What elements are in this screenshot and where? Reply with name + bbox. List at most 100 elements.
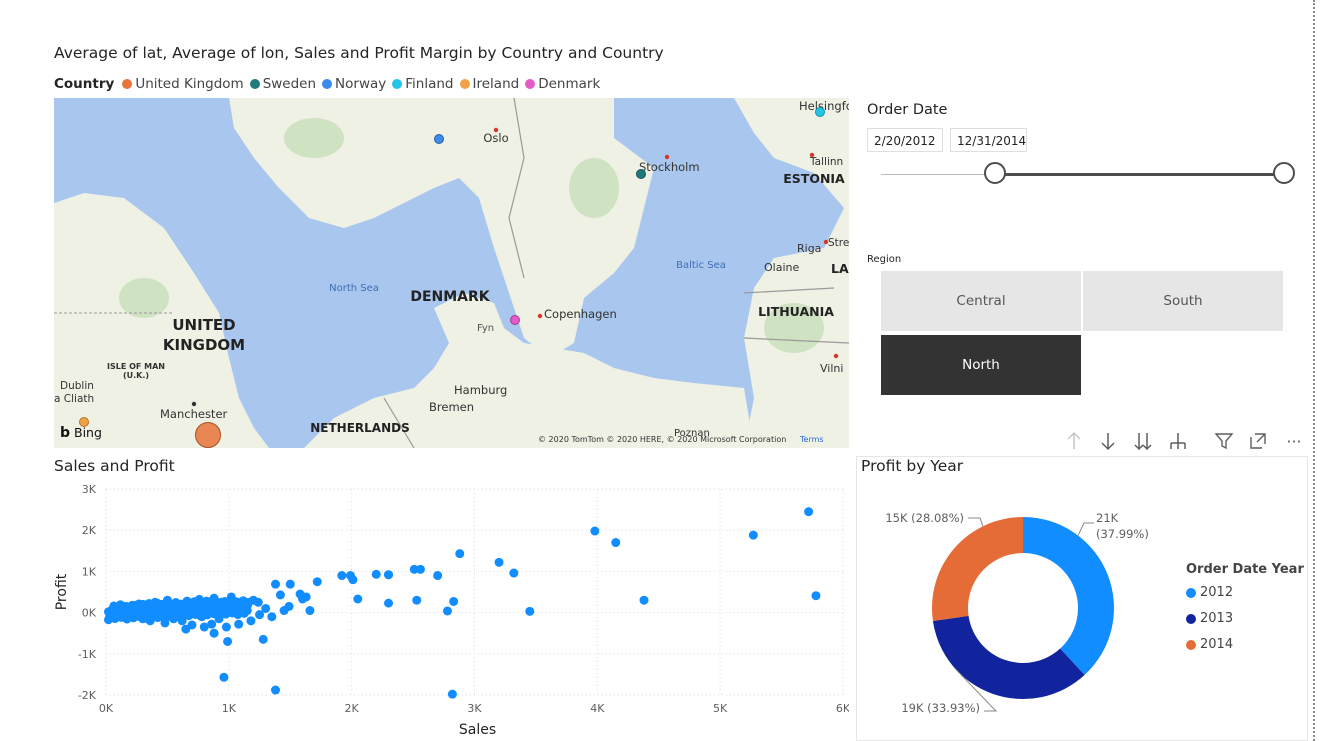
- scatter-point[interactable]: [160, 618, 170, 628]
- scatter-point[interactable]: [116, 610, 126, 620]
- donut-legend-item-2012[interactable]: 2012: [1186, 585, 1233, 600]
- scatter-point[interactable]: [590, 526, 600, 536]
- scatter-point[interactable]: [123, 613, 133, 623]
- scatter-point[interactable]: [194, 594, 204, 604]
- scatter-point[interactable]: [202, 596, 212, 606]
- scatter-point[interactable]: [219, 672, 229, 682]
- scatter-point[interactable]: [275, 590, 285, 600]
- scatter-point[interactable]: [209, 593, 219, 603]
- slider-handle-end[interactable]: [1273, 162, 1295, 184]
- scatter-point[interactable]: [384, 570, 394, 580]
- scatter-point[interactable]: [525, 606, 535, 616]
- scatter-point[interactable]: [285, 579, 295, 589]
- scatter-point[interactable]: [447, 689, 457, 699]
- double-arrow-down-icon[interactable]: [1133, 430, 1153, 452]
- scatter-point[interactable]: [132, 609, 142, 619]
- scatter-point[interactable]: [804, 507, 814, 517]
- legend-item-ireland[interactable]: Ireland: [459, 76, 519, 92]
- scatter-point[interactable]: [298, 594, 308, 604]
- donut-legend-item-2014[interactable]: 2014: [1186, 637, 1233, 652]
- filter-icon[interactable]: [1214, 430, 1234, 452]
- bubble-denmark[interactable]: [510, 315, 520, 325]
- bubble-finland[interactable]: [815, 107, 825, 117]
- scatter-point[interactable]: [384, 598, 394, 608]
- scatter-point[interactable]: [748, 530, 758, 540]
- bubble-united-kingdom[interactable]: [195, 422, 221, 448]
- scatter-point[interactable]: [253, 597, 263, 607]
- scatter-point[interactable]: [433, 571, 443, 581]
- scatter-point[interactable]: [138, 614, 148, 624]
- scatter-point[interactable]: [145, 616, 155, 626]
- scatter-point[interactable]: [144, 603, 154, 613]
- arrow-down-icon[interactable]: [1098, 430, 1118, 452]
- scatter-point[interactable]: [221, 622, 231, 632]
- bubble-sweden[interactable]: [636, 169, 646, 179]
- scatter-point[interactable]: [455, 549, 465, 559]
- scatter-point[interactable]: [223, 636, 233, 646]
- scatter-point[interactable]: [371, 569, 381, 579]
- map-canvas[interactable]: UNITED KINGDOM DENMARK ESTONIA LITHUANIA…: [54, 98, 849, 448]
- start-date-input[interactable]: 2/20/2012: [867, 128, 943, 152]
- slider-handle-start[interactable]: [984, 162, 1006, 184]
- map-terms-link[interactable]: Terms: [799, 435, 824, 444]
- scatter-point[interactable]: [216, 597, 226, 607]
- scatter-point[interactable]: [305, 606, 315, 616]
- scatter-point[interactable]: [353, 594, 363, 604]
- scatter-point[interactable]: [234, 619, 244, 629]
- scatter-point[interactable]: [205, 608, 215, 618]
- scatter-point[interactable]: [181, 624, 191, 634]
- scatter-point[interactable]: [267, 612, 277, 622]
- scatter-point[interactable]: [226, 592, 236, 602]
- scatter-point[interactable]: [509, 568, 519, 578]
- scatter-point[interactable]: [348, 575, 358, 585]
- end-date-input[interactable]: 12/31/2014: [950, 128, 1027, 152]
- scatter-point[interactable]: [412, 595, 422, 605]
- legend-item-denmark[interactable]: Denmark: [525, 76, 600, 92]
- scatter-point[interactable]: [449, 596, 459, 606]
- bubble-ireland[interactable]: [79, 417, 89, 427]
- legend-item-united-kingdom[interactable]: United Kingdom: [122, 76, 244, 92]
- scatter-point[interactable]: [156, 606, 166, 616]
- more-options-icon[interactable]: ···: [1286, 431, 1302, 451]
- scatter-point[interactable]: [108, 609, 118, 619]
- scatter-point[interactable]: [169, 601, 179, 611]
- expand-hierarchy-icon[interactable]: [1168, 430, 1188, 452]
- region-tile-south[interactable]: South: [1083, 271, 1283, 331]
- scatter-point[interactable]: [611, 538, 621, 548]
- region-tile-central[interactable]: Central: [881, 271, 1081, 331]
- scatter-point[interactable]: [246, 616, 256, 626]
- scatter-point[interactable]: [255, 610, 265, 620]
- scatter-point[interactable]: [415, 564, 425, 574]
- bubble-norway[interactable]: [434, 134, 444, 144]
- donut-slice-2013[interactable]: [932, 615, 1085, 699]
- scatter-point[interactable]: [230, 608, 240, 618]
- scatter-point[interactable]: [181, 606, 191, 616]
- legend-item-sweden[interactable]: Sweden: [249, 76, 316, 92]
- arrow-up-icon[interactable]: [1064, 430, 1084, 452]
- scatter-point[interactable]: [214, 614, 224, 624]
- donut-slice-2014[interactable]: [932, 517, 1023, 621]
- scatter-point[interactable]: [639, 595, 649, 605]
- region-tile-north[interactable]: North: [881, 335, 1081, 395]
- scatter-point[interactable]: [175, 612, 185, 622]
- scatter-point[interactable]: [811, 591, 821, 601]
- scatter-point[interactable]: [261, 603, 271, 613]
- scatter-point[interactable]: [271, 579, 281, 589]
- slider-track-selected[interactable]: [995, 173, 1285, 176]
- donut-legend-item-2013[interactable]: 2013: [1186, 611, 1233, 626]
- scatter-point[interactable]: [209, 628, 219, 638]
- scatter-point[interactable]: [279, 606, 289, 616]
- scatter-point[interactable]: [271, 685, 281, 695]
- scatter-point[interactable]: [199, 622, 209, 632]
- focus-mode-icon[interactable]: [1248, 430, 1268, 452]
- scatter-point[interactable]: [207, 619, 217, 629]
- scatter-point[interactable]: [494, 557, 504, 567]
- scatter-point[interactable]: [242, 606, 252, 616]
- scatter-point[interactable]: [193, 606, 203, 616]
- legend-item-norway[interactable]: Norway: [322, 76, 386, 92]
- scatter-point[interactable]: [258, 634, 268, 644]
- donut-slice-2012[interactable]: [1023, 517, 1114, 676]
- scatter-point[interactable]: [312, 577, 322, 587]
- scatter-point[interactable]: [229, 599, 239, 609]
